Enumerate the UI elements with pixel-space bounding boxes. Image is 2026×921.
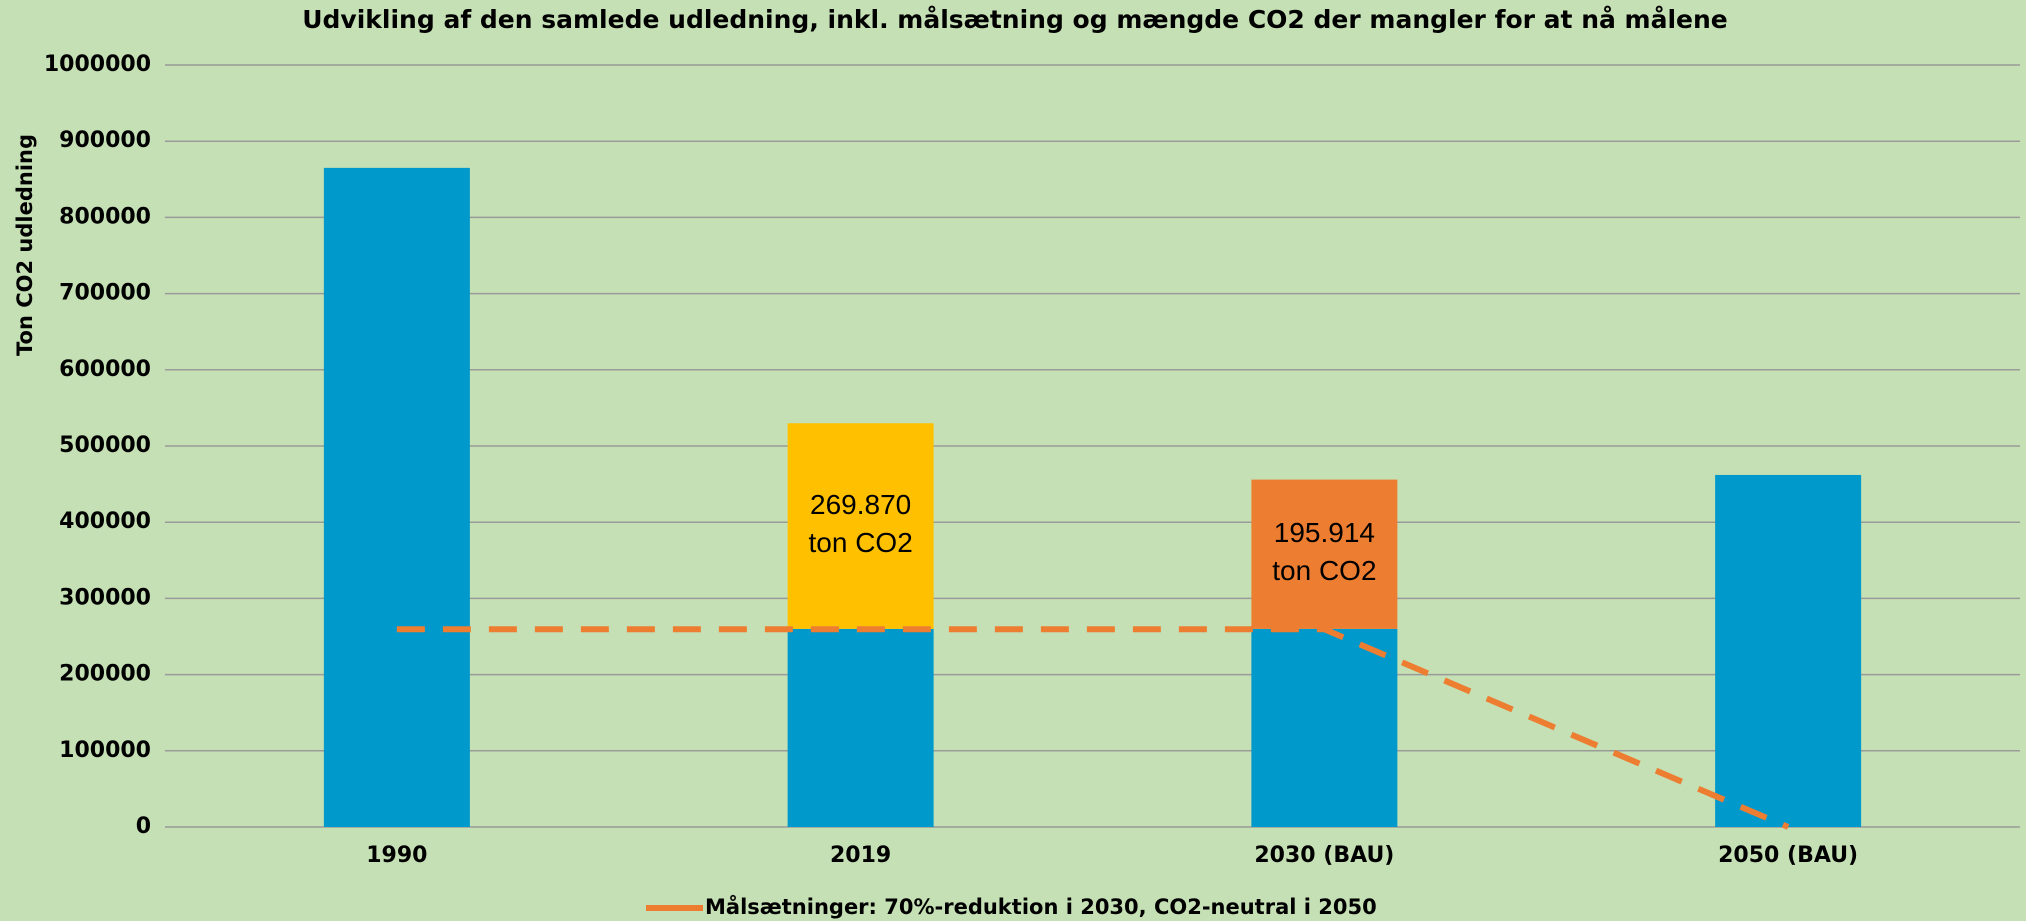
y-tick-label: 400000: [59, 509, 151, 534]
y-tick-label: 0: [136, 814, 151, 839]
y-tick-label: 200000: [59, 662, 151, 687]
y-axis-label: Ton CO2 udledning: [13, 134, 37, 356]
legend-label: Målsætninger: 70%-reduktion i 2030, CO2-…: [705, 894, 1377, 919]
x-tick-label: 2030 (BAU): [1254, 843, 1394, 868]
x-tick-label: 1990: [366, 843, 427, 868]
chart-title: Udvikling af den samlede udledning, inkl…: [302, 5, 1728, 34]
y-tick-label: 500000: [59, 433, 151, 458]
y-tick-label: 800000: [59, 204, 151, 229]
x-tick-label: 2050 (BAU): [1718, 843, 1858, 868]
y-tick-label: 700000: [59, 281, 151, 306]
y-tick-label: 100000: [59, 738, 151, 763]
x-tick-label: 2019: [830, 843, 891, 868]
bar-segment: [1251, 479, 1398, 629]
bar-segment: [1715, 474, 1862, 827]
data-label: 269.870 ton CO2: [808, 489, 912, 558]
bar-segment: [1251, 628, 1398, 827]
y-tick-label: 900000: [59, 128, 151, 153]
target-line: [396, 626, 1790, 830]
bar-segment: [323, 167, 470, 827]
bar-segment: [787, 423, 934, 629]
bar-segment: [787, 628, 934, 827]
y-tick-label: 1000000: [44, 52, 151, 77]
y-tick-label: 300000: [59, 585, 151, 610]
y-tick-label: 600000: [59, 357, 151, 382]
data-label: 195.914 ton CO2: [1272, 518, 1376, 587]
